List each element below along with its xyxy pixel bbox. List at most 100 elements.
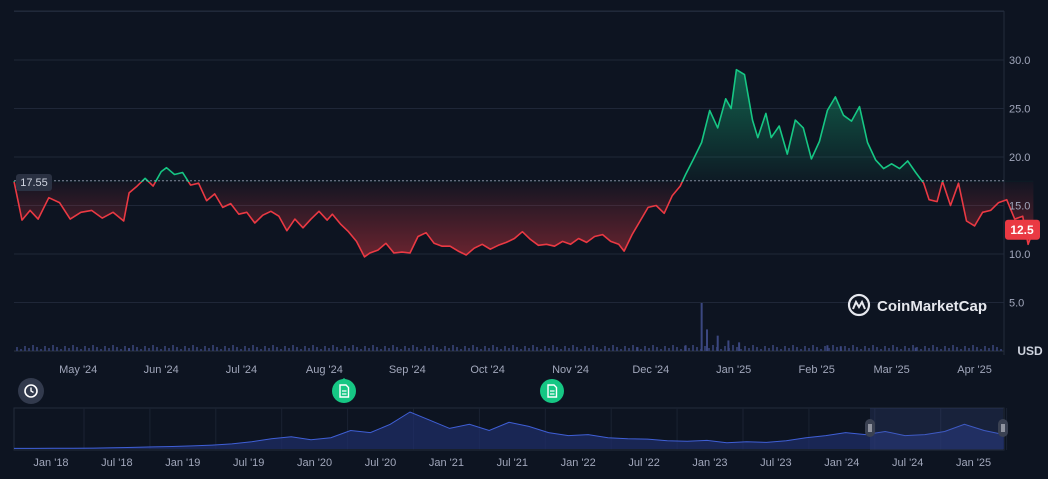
volume-bar bbox=[968, 348, 970, 351]
volume-bar bbox=[332, 345, 334, 351]
volume-bar bbox=[492, 345, 494, 351]
volume-bar bbox=[752, 345, 754, 351]
volume-bars bbox=[16, 303, 1002, 351]
volume-bar bbox=[706, 329, 708, 351]
volume-bar bbox=[744, 346, 746, 351]
volume-bar bbox=[628, 348, 630, 351]
volume-bar bbox=[328, 348, 330, 351]
volume-bar bbox=[914, 347, 917, 351]
volume-bar bbox=[216, 347, 218, 351]
volume-bar bbox=[176, 347, 178, 351]
volume-bar bbox=[864, 346, 866, 351]
volume-bar bbox=[248, 348, 250, 351]
volume-bar bbox=[356, 347, 358, 351]
volume-bar bbox=[839, 346, 842, 351]
event-marker-aug[interactable] bbox=[332, 378, 356, 403]
x-tick-label: Jan '25 bbox=[716, 364, 751, 376]
volume-bar bbox=[36, 347, 38, 351]
navigator-tick-label: Jan '25 bbox=[956, 457, 991, 469]
volume-bar bbox=[832, 345, 834, 351]
y-tick-label: 15.0 bbox=[1009, 201, 1030, 213]
volume-bar bbox=[800, 349, 802, 351]
range-navigator[interactable]: Jan '18 Jul '18 Jan '19 Jul '19 Jan '20 Jul '… bbox=[13, 407, 1008, 469]
event-marker-nov[interactable] bbox=[540, 379, 564, 403]
volume-bar bbox=[828, 348, 830, 351]
navigator-tick-label: Jan '24 bbox=[824, 457, 859, 469]
volume-bar bbox=[148, 348, 150, 351]
navigator-handle-right[interactable] bbox=[998, 419, 1008, 437]
volume-bar bbox=[844, 346, 846, 351]
navigator-tick-label: Jul '18 bbox=[101, 457, 132, 469]
volume-bar bbox=[152, 345, 154, 351]
volume-bar bbox=[412, 345, 414, 351]
volume-bar bbox=[948, 348, 950, 351]
volume-bar bbox=[376, 347, 378, 351]
volume-bar bbox=[560, 349, 562, 351]
volume-bar bbox=[520, 349, 522, 351]
volume-bar bbox=[824, 346, 826, 351]
volume-bar bbox=[352, 345, 354, 351]
navigator-tick-label: Jan '19 bbox=[165, 457, 200, 469]
volume-bar bbox=[480, 349, 482, 351]
volume-bar bbox=[768, 348, 770, 351]
volume-bar bbox=[700, 303, 703, 351]
history-button[interactable] bbox=[18, 378, 44, 404]
volume-bar bbox=[904, 346, 906, 351]
volume-bar bbox=[656, 347, 658, 351]
volume-bar bbox=[820, 349, 822, 351]
x-tick-label: Nov '24 bbox=[552, 364, 589, 376]
volume-bar bbox=[140, 349, 142, 351]
volume-bar bbox=[748, 348, 750, 351]
volume-bar bbox=[40, 349, 42, 351]
navigator-selection[interactable] bbox=[870, 408, 1003, 450]
volume-bar bbox=[884, 346, 886, 351]
navigator-tick-label: Jan '18 bbox=[33, 457, 68, 469]
volume-bar bbox=[252, 345, 254, 351]
volume-bar bbox=[336, 347, 338, 351]
x-tick-label: Sep '24 bbox=[389, 364, 426, 376]
volume-bar bbox=[388, 348, 390, 351]
volume-bar bbox=[100, 349, 102, 351]
volume-bar bbox=[360, 349, 362, 351]
volume-bar bbox=[124, 346, 126, 351]
volume-bar bbox=[168, 348, 170, 351]
volume-bar bbox=[76, 347, 78, 351]
volume-bar bbox=[620, 349, 622, 351]
volume-bar bbox=[508, 348, 510, 351]
volume-bar bbox=[60, 349, 62, 351]
volume-bar bbox=[808, 348, 810, 351]
volume-bar bbox=[616, 347, 618, 351]
volume-bar bbox=[204, 346, 206, 351]
x-tick-label: Feb '25 bbox=[799, 364, 835, 376]
volume-bar bbox=[544, 346, 546, 351]
volume-bar bbox=[312, 345, 314, 351]
volume-bar bbox=[928, 348, 930, 351]
volume-bar bbox=[256, 347, 258, 351]
volume-bar bbox=[996, 347, 998, 351]
x-tick-label: Jul '24 bbox=[226, 364, 257, 376]
volume-bar bbox=[52, 345, 54, 351]
volume-bar bbox=[972, 345, 974, 351]
volume-bar bbox=[304, 346, 306, 351]
volume-bar bbox=[680, 349, 682, 351]
volume-bar bbox=[548, 348, 550, 351]
volume-bar bbox=[688, 348, 690, 351]
volume-bar bbox=[296, 347, 298, 351]
volume-bar bbox=[316, 347, 318, 351]
volume-bar bbox=[592, 345, 594, 351]
volume-bar bbox=[580, 349, 582, 351]
volume-bar bbox=[564, 346, 566, 351]
volume-bar bbox=[228, 348, 230, 351]
volume-bar bbox=[664, 346, 666, 351]
volume-bar bbox=[692, 345, 694, 351]
volume-bar bbox=[732, 345, 734, 351]
volume-bar bbox=[184, 346, 186, 351]
volume-bar bbox=[916, 347, 918, 351]
volume-bar bbox=[900, 349, 902, 351]
volume-bar bbox=[920, 349, 922, 351]
volume-bar bbox=[264, 346, 266, 351]
volume-bar bbox=[460, 349, 462, 351]
navigator-handle-left[interactable] bbox=[865, 419, 875, 437]
volume-bar bbox=[740, 349, 742, 351]
